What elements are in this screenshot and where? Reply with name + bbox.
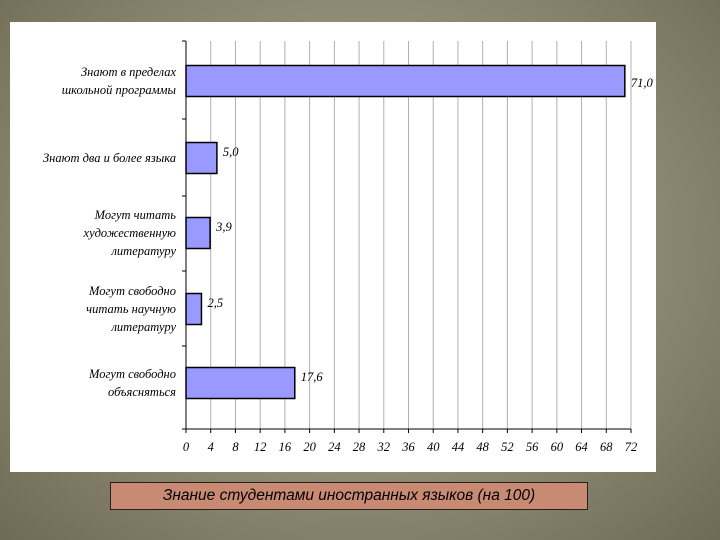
x-tick-label: 28: [353, 440, 366, 454]
x-tick-label: 36: [401, 440, 415, 454]
x-tick-label: 0: [183, 440, 190, 454]
x-tick-label: 16: [279, 440, 292, 454]
x-tick-label: 72: [625, 440, 638, 454]
value-label: 17,6: [301, 370, 324, 384]
value-label: 5,0: [223, 145, 239, 159]
value-label: 71,0: [631, 76, 654, 90]
value-label: 3,9: [215, 220, 232, 234]
value-label: 2,5: [207, 296, 223, 310]
bar-chart: 0 4 8 12 16 20 24 28 32 36 40 44 48 52 56 60 64 68 7271,0З…: [43, 40, 653, 454]
category-label: Знают в пределах школьной программы: [62, 65, 177, 97]
x-tick-label: 12: [254, 440, 267, 454]
chart-caption: Знание студентами иностранных языков (на…: [162, 487, 536, 504]
x-tick-label: 60: [551, 440, 564, 454]
x-tick-label: 20: [303, 440, 316, 454]
category-label: Знают два и более языка: [43, 151, 176, 165]
x-tick-label: 24: [328, 440, 341, 454]
x-tick-label: 8: [232, 440, 239, 454]
x-tick-label: 44: [452, 440, 465, 454]
x-tick-label: 64: [575, 440, 588, 454]
bar: [185, 292, 203, 326]
chart-panel: 0 4 8 12 16 20 24 28 32 36 40 44 48 52 56 60 64 68 72 71,0 З…: [10, 22, 656, 472]
axes: [182, 40, 632, 433]
x-tick-label: 48: [476, 440, 489, 454]
bar: [185, 64, 626, 98]
x-tick-label: 56: [526, 440, 539, 454]
bars: [185, 64, 626, 400]
labels: 0 4 8 12 16 20 24 28 32 36 40 44 48 52 56 60 64 68 7271,0З…: [43, 65, 653, 454]
caption-box: Знание студентами иностранных языков (на…: [110, 482, 588, 510]
category-label: Могут свободно читать научную литературу: [86, 284, 176, 334]
x-tick-label: 40: [427, 440, 440, 454]
x-tick-label: 4: [208, 440, 214, 454]
bar: [185, 216, 211, 250]
bar: [185, 366, 296, 400]
category-label: Могут читать художественную литературу: [83, 208, 177, 258]
x-tick-label: 68: [600, 440, 613, 454]
grid-lines: [210, 41, 632, 429]
category-label: Могут свободно объясняться: [88, 367, 176, 399]
bar: [185, 141, 218, 175]
x-tick-label: 32: [377, 440, 391, 454]
x-tick-label: 52: [501, 440, 514, 454]
